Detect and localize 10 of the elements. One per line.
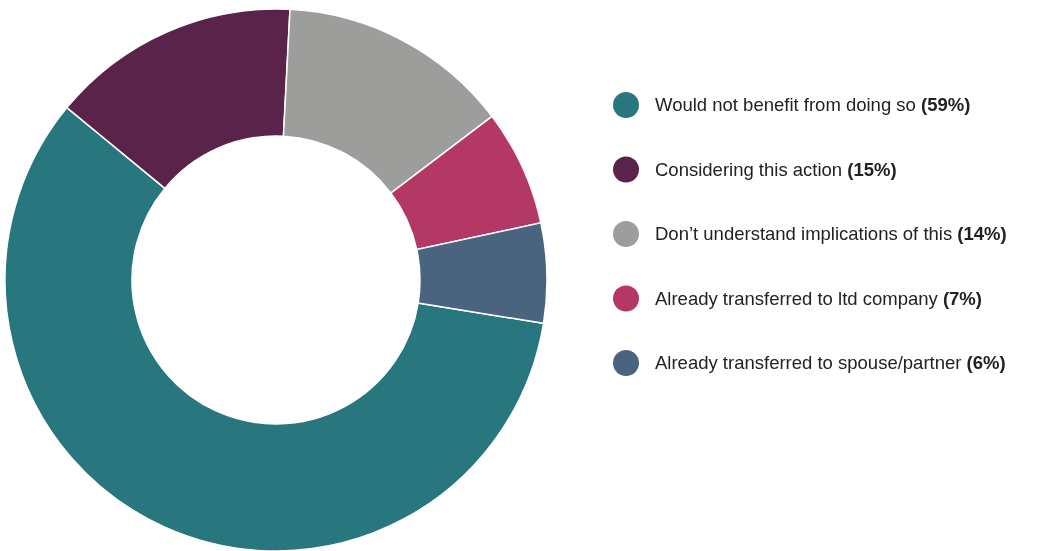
data-label: (6%) bbox=[961, 352, 1006, 374]
legend-label: Would not benefit from doing so bbox=[655, 94, 916, 116]
data-label: (59%) bbox=[915, 94, 971, 116]
legend-label: Don’t understand implications of this bbox=[655, 223, 953, 245]
legend-label: Considering this action bbox=[655, 158, 843, 180]
data-label: (14%) bbox=[952, 223, 1007, 245]
legend-label: Already transferred to spouse/partner bbox=[655, 352, 962, 374]
data-label: (7%) bbox=[937, 287, 982, 309]
legend-label: Already transferred to ltd company bbox=[655, 287, 939, 309]
data-label: (15%) bbox=[842, 158, 897, 180]
